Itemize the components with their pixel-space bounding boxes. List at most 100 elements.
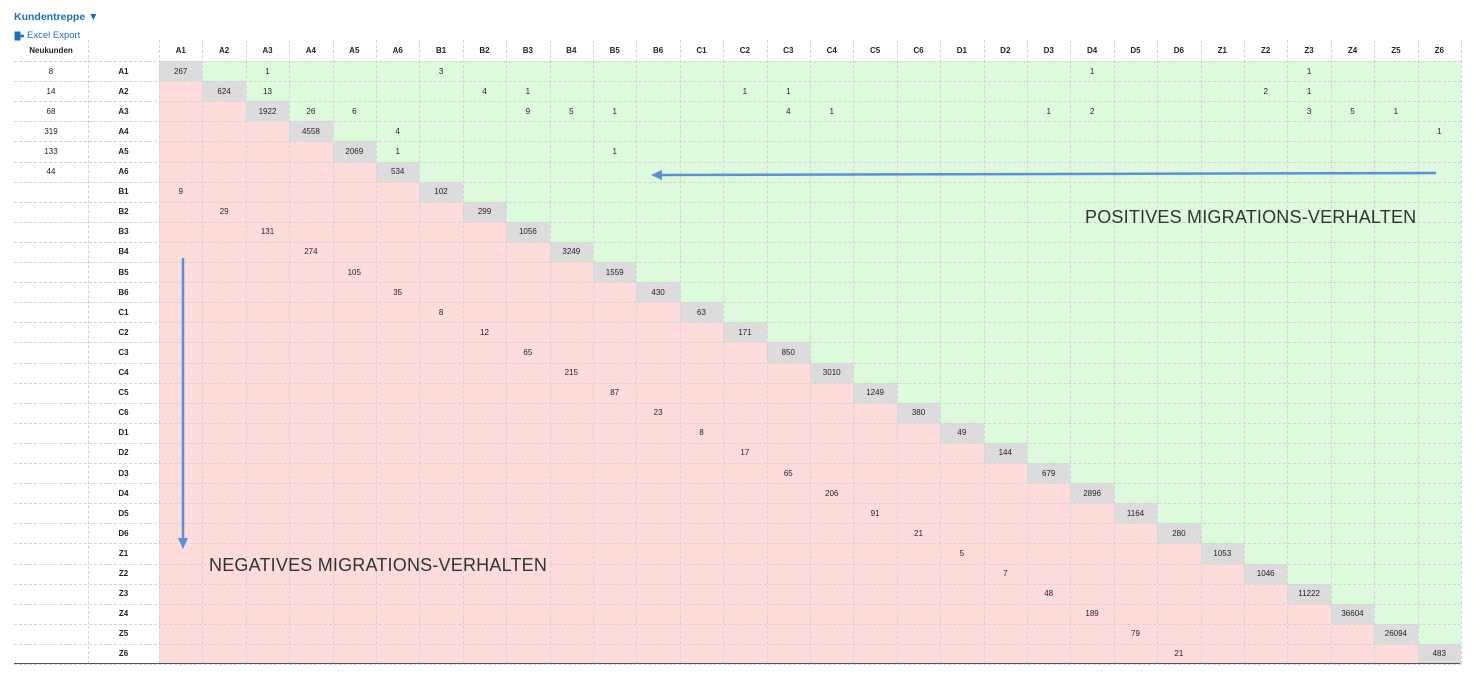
cell-bg — [376, 201, 420, 223]
cell-bg — [636, 221, 681, 243]
cell-bg — [202, 563, 247, 585]
cell-bg — [245, 121, 290, 142]
cell-bg — [723, 262, 768, 283]
cell-bg — [983, 201, 1028, 223]
table-cell: 87 — [610, 388, 620, 398]
cell-bg — [245, 643, 290, 665]
cell-bg — [549, 382, 594, 404]
cell-bg — [1330, 342, 1375, 363]
cell-bg — [723, 282, 768, 303]
grid-hline — [14, 543, 1461, 545]
cell-bg — [289, 61, 334, 82]
cell-bg — [376, 422, 420, 444]
grid-hline — [14, 463, 1461, 464]
table-cell: 1 — [612, 106, 617, 116]
grid-vline — [506, 40, 508, 664]
cell-bg — [896, 161, 941, 183]
cell-bg — [549, 141, 594, 162]
cell-bg — [462, 101, 507, 122]
neukunden-cell — [14, 624, 88, 644]
cell-bg — [896, 483, 941, 504]
cell-bg — [506, 81, 551, 102]
cell-bg — [983, 342, 1028, 363]
cell-bg — [202, 483, 247, 504]
cell-bg — [679, 121, 724, 142]
kundentreppe-dropdown[interactable]: Kundentreppe ▼ — [14, 11, 99, 23]
neukunden-cell — [14, 523, 88, 543]
cell-bg — [940, 342, 985, 363]
cell-bg — [419, 483, 464, 504]
cell-bg — [636, 603, 681, 625]
cell-bg — [766, 181, 811, 203]
column-header-a1: A1 — [175, 46, 186, 55]
cell-bg — [896, 322, 941, 343]
cell-bg — [1244, 503, 1288, 524]
cell-bg — [202, 442, 247, 464]
grid-hline — [14, 201, 1461, 203]
cell-bg — [1113, 61, 1158, 82]
excel-export-link[interactable]: Excel Export — [14, 30, 80, 41]
cell-bg — [549, 221, 594, 243]
cell-bg — [723, 422, 768, 444]
cell-bg — [679, 523, 724, 544]
cell-bg — [419, 101, 464, 122]
cell-bg — [1417, 603, 1462, 625]
table-cell: 430 — [651, 287, 665, 297]
cell-bg — [462, 181, 507, 203]
cell-bg — [245, 262, 290, 283]
cell-bg — [1070, 583, 1115, 605]
cell-bg — [810, 623, 854, 645]
cell-bg — [419, 141, 464, 162]
cell-bg — [332, 523, 377, 544]
cell-bg — [332, 322, 377, 343]
cell-bg — [896, 583, 941, 605]
cell-bg — [1417, 583, 1462, 605]
cell-bg — [159, 181, 203, 203]
grid-hline — [14, 322, 1461, 324]
table-cell: 1053 — [1213, 548, 1232, 558]
cell-bg — [810, 503, 854, 524]
cell-bg — [593, 543, 637, 564]
row-header-b3: B3 — [118, 227, 129, 237]
cell-bg — [332, 61, 377, 82]
cell-bg — [940, 422, 985, 444]
cell-bg — [419, 603, 464, 625]
cell-bg — [940, 121, 985, 142]
cell-bg — [462, 483, 507, 504]
table-cell: 63 — [697, 307, 706, 317]
cell-bg — [462, 563, 507, 585]
cell-bg — [332, 623, 377, 645]
cell-bg — [1070, 523, 1115, 544]
cell-bg — [1070, 241, 1115, 263]
cell-bg — [1200, 241, 1245, 263]
cell-bg — [332, 503, 377, 524]
cell-bg — [506, 61, 551, 82]
cell-bg — [1330, 221, 1375, 243]
cell-bg — [159, 121, 203, 142]
cell-bg — [636, 563, 681, 585]
cell-bg — [766, 101, 811, 122]
cell-bg — [506, 302, 551, 323]
cell-bg — [1287, 583, 1332, 605]
column-header-z1: Z1 — [1217, 46, 1227, 55]
cell-bg — [723, 563, 768, 585]
cell-bg — [679, 402, 724, 424]
cell-bg — [593, 422, 637, 444]
cell-bg — [159, 61, 203, 82]
column-header-a4: A4 — [305, 46, 316, 55]
cell-bg — [723, 342, 768, 363]
row-header-a6: A6 — [118, 167, 129, 177]
cell-bg — [1027, 161, 1071, 183]
cell-bg — [1113, 81, 1158, 102]
cell-bg — [766, 61, 811, 82]
grid-vline — [723, 40, 725, 664]
cell-bg — [853, 523, 898, 544]
cell-bg — [1287, 221, 1332, 243]
cell-bg — [1374, 503, 1419, 524]
grid-hline — [14, 61, 1461, 62]
cell-bg — [896, 442, 941, 464]
table-cell: 1 — [829, 106, 834, 116]
cell-bg — [506, 442, 551, 464]
table-cell: 189 — [1085, 609, 1099, 619]
cell-bg — [376, 241, 420, 263]
